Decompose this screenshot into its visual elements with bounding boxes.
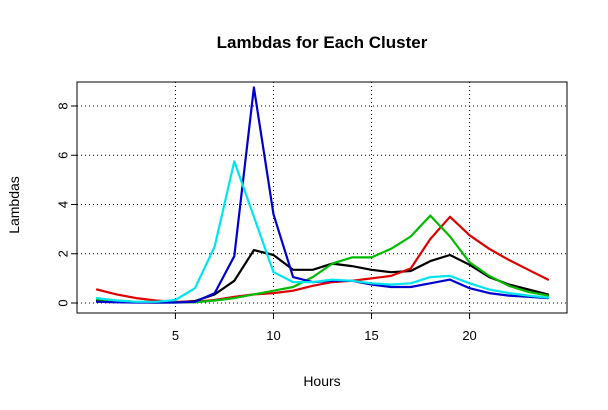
chart-title: Lambdas for Each Cluster <box>217 33 428 52</box>
y-tick-label: 8 <box>56 102 71 109</box>
y-tick-label: 6 <box>56 152 71 159</box>
y-axis: 0 2 4 6 8 <box>56 102 77 307</box>
series-line-2 <box>95 215 550 303</box>
series-line-5 <box>95 160 550 303</box>
x-axis: 5 10 15 20 <box>172 313 477 343</box>
plot-frame <box>76 81 568 314</box>
x-tick-label: 15 <box>364 328 378 343</box>
series-line-3 <box>95 214 550 304</box>
y-axis-label: Lambdas <box>6 176 22 234</box>
y-tick-label: 0 <box>56 299 71 306</box>
series-lines <box>95 86 550 304</box>
x-tick-label: 20 <box>462 328 476 343</box>
grid-lines <box>77 82 567 313</box>
x-axis-label: Hours <box>303 373 340 389</box>
y-tick-label: 2 <box>56 250 71 257</box>
series-line-1 <box>95 249 550 304</box>
y-tick-label: 4 <box>56 201 71 208</box>
x-tick-label: 5 <box>172 328 179 343</box>
x-tick-label: 10 <box>266 328 280 343</box>
